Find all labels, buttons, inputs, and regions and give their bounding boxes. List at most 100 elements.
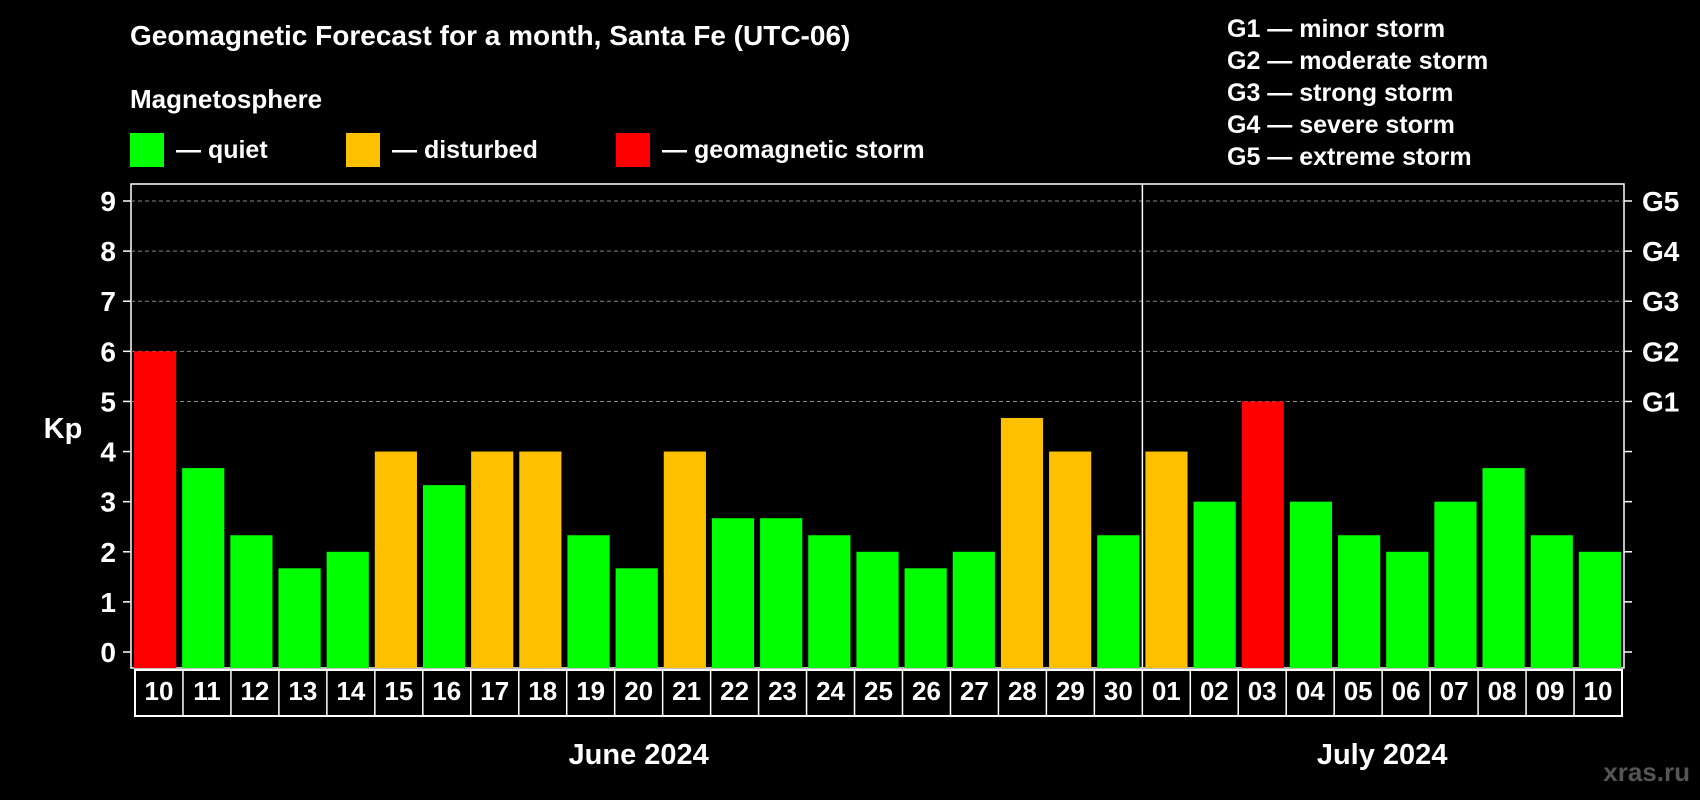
storm-scale-g4: G4 — severe storm [1227, 111, 1455, 139]
x-tick-label: 01 [1152, 676, 1181, 706]
y-axis-label: Kp [44, 413, 83, 445]
watermark: xras.ru [1603, 757, 1690, 787]
bar-28 [1482, 468, 1525, 668]
x-tick-label: 14 [336, 676, 365, 706]
x-tick-label: 17 [480, 676, 509, 706]
y-tick-label: 3 [100, 487, 116, 518]
g-level-label: G5 [1642, 186, 1679, 217]
bar-24 [1289, 501, 1333, 668]
g-level-label: G3 [1642, 286, 1679, 317]
x-tick-label: 25 [864, 676, 893, 706]
bar-3 [278, 568, 321, 668]
g-level-label: G2 [1642, 336, 1679, 367]
x-tick-label: 02 [1200, 676, 1229, 706]
storm-scale-g5: G5 — extreme storm [1227, 143, 1472, 171]
month-label: June 2024 [569, 739, 709, 771]
y-tick-label: 5 [100, 386, 116, 417]
x-tick-label: 12 [240, 676, 269, 706]
bar-27 [1434, 501, 1477, 668]
bar-25 [1338, 535, 1381, 668]
y-tick-label: 4 [100, 437, 116, 468]
y-tick-label: 6 [100, 336, 116, 367]
x-tick-label: 08 [1488, 676, 1517, 706]
x-tick-label: 19 [576, 676, 605, 706]
g-level-label: G4 [1642, 236, 1680, 267]
x-tick-label: 18 [528, 676, 557, 706]
x-tick-label: 07 [1440, 676, 1469, 706]
x-tick-label: 11 [193, 676, 221, 706]
bar-30 [1578, 551, 1621, 668]
x-tick-label: 04 [1296, 676, 1325, 706]
bar-18 [1000, 417, 1044, 668]
storm-scale-legend: G1 — minor storm G2 — moderate storm G3 … [1227, 13, 1488, 173]
bar-14 [808, 535, 851, 668]
storm-scale-g2: G2 — moderate storm [1227, 47, 1489, 75]
bar-2 [230, 535, 273, 668]
x-tick-label: 15 [384, 676, 413, 706]
bar-8 [519, 451, 562, 668]
x-tick-label: 23 [768, 676, 797, 706]
bar-13 [760, 518, 803, 668]
y-tick-label: 9 [100, 186, 116, 217]
g-level-label: G1 [1642, 386, 1679, 417]
x-tick-label: 10 [145, 676, 174, 706]
bar-23 [1241, 401, 1284, 668]
bar-22 [1193, 501, 1236, 668]
bar-6 [422, 485, 466, 668]
x-tick-label: 27 [960, 676, 989, 706]
bar-5 [374, 451, 417, 668]
x-tick-label: 16 [432, 676, 461, 706]
x-tick-label: 21 [672, 676, 701, 706]
y-tick-label: 2 [100, 537, 116, 568]
storm-scale-g3: G3 — strong storm [1227, 79, 1454, 107]
legend-item-quiet: — quiet [130, 133, 268, 167]
y-tick-label: 1 [100, 587, 116, 618]
legend-swatch-quiet [130, 133, 164, 167]
x-tick-label: 22 [720, 676, 749, 706]
bar-21 [1145, 451, 1188, 668]
bar-1 [182, 468, 225, 668]
storm-scale-g1: G1 — minor storm [1227, 15, 1446, 43]
y-tick-label: 7 [100, 286, 116, 317]
bar-20 [1097, 535, 1140, 668]
chart-title: Geomagnetic Forecast for a month, Santa … [130, 20, 851, 51]
bar-10 [615, 568, 658, 668]
bar-0 [134, 351, 177, 668]
x-tick-label: 13 [288, 676, 317, 706]
x-tick-label: 06 [1392, 676, 1421, 706]
legend-label-quiet: — quiet [176, 135, 268, 164]
bar-16 [904, 568, 947, 668]
x-tick-label: 09 [1536, 676, 1565, 706]
bar-15 [856, 551, 899, 668]
legend-item-storm: — geomagnetic storm [616, 133, 925, 167]
x-tick-label: 29 [1056, 676, 1085, 706]
bar-17 [952, 551, 995, 668]
bar-26 [1386, 551, 1429, 668]
legend-swatch-storm [616, 133, 650, 167]
legend-label-storm: — geomagnetic storm [662, 135, 925, 164]
bar-7 [471, 451, 514, 668]
bar-4 [326, 551, 369, 668]
bar-12 [711, 518, 755, 668]
bar-19 [1049, 451, 1092, 668]
x-tick-label: 24 [816, 676, 845, 706]
x-tick-label: 05 [1344, 676, 1373, 706]
date-axis-box [134, 669, 1623, 717]
legend-subtitle: Magnetosphere [130, 84, 323, 114]
y-tick-label: 0 [100, 637, 116, 668]
bar-11 [663, 451, 706, 668]
x-tick-label: 10 [1584, 676, 1613, 706]
x-tick-label: 20 [624, 676, 653, 706]
x-tick-label: 30 [1104, 676, 1133, 706]
y-tick-label: 8 [100, 236, 116, 267]
legend-label-disturbed: — disturbed [392, 135, 538, 164]
legend-item-disturbed: — disturbed [346, 133, 538, 167]
x-tick-label: 28 [1008, 676, 1037, 706]
legend-swatch-disturbed [346, 133, 380, 167]
x-tick-label: 03 [1248, 676, 1277, 706]
bar-29 [1530, 535, 1573, 668]
bar-9 [567, 535, 610, 668]
month-label: July 2024 [1317, 739, 1448, 771]
x-tick-label: 26 [912, 676, 941, 706]
